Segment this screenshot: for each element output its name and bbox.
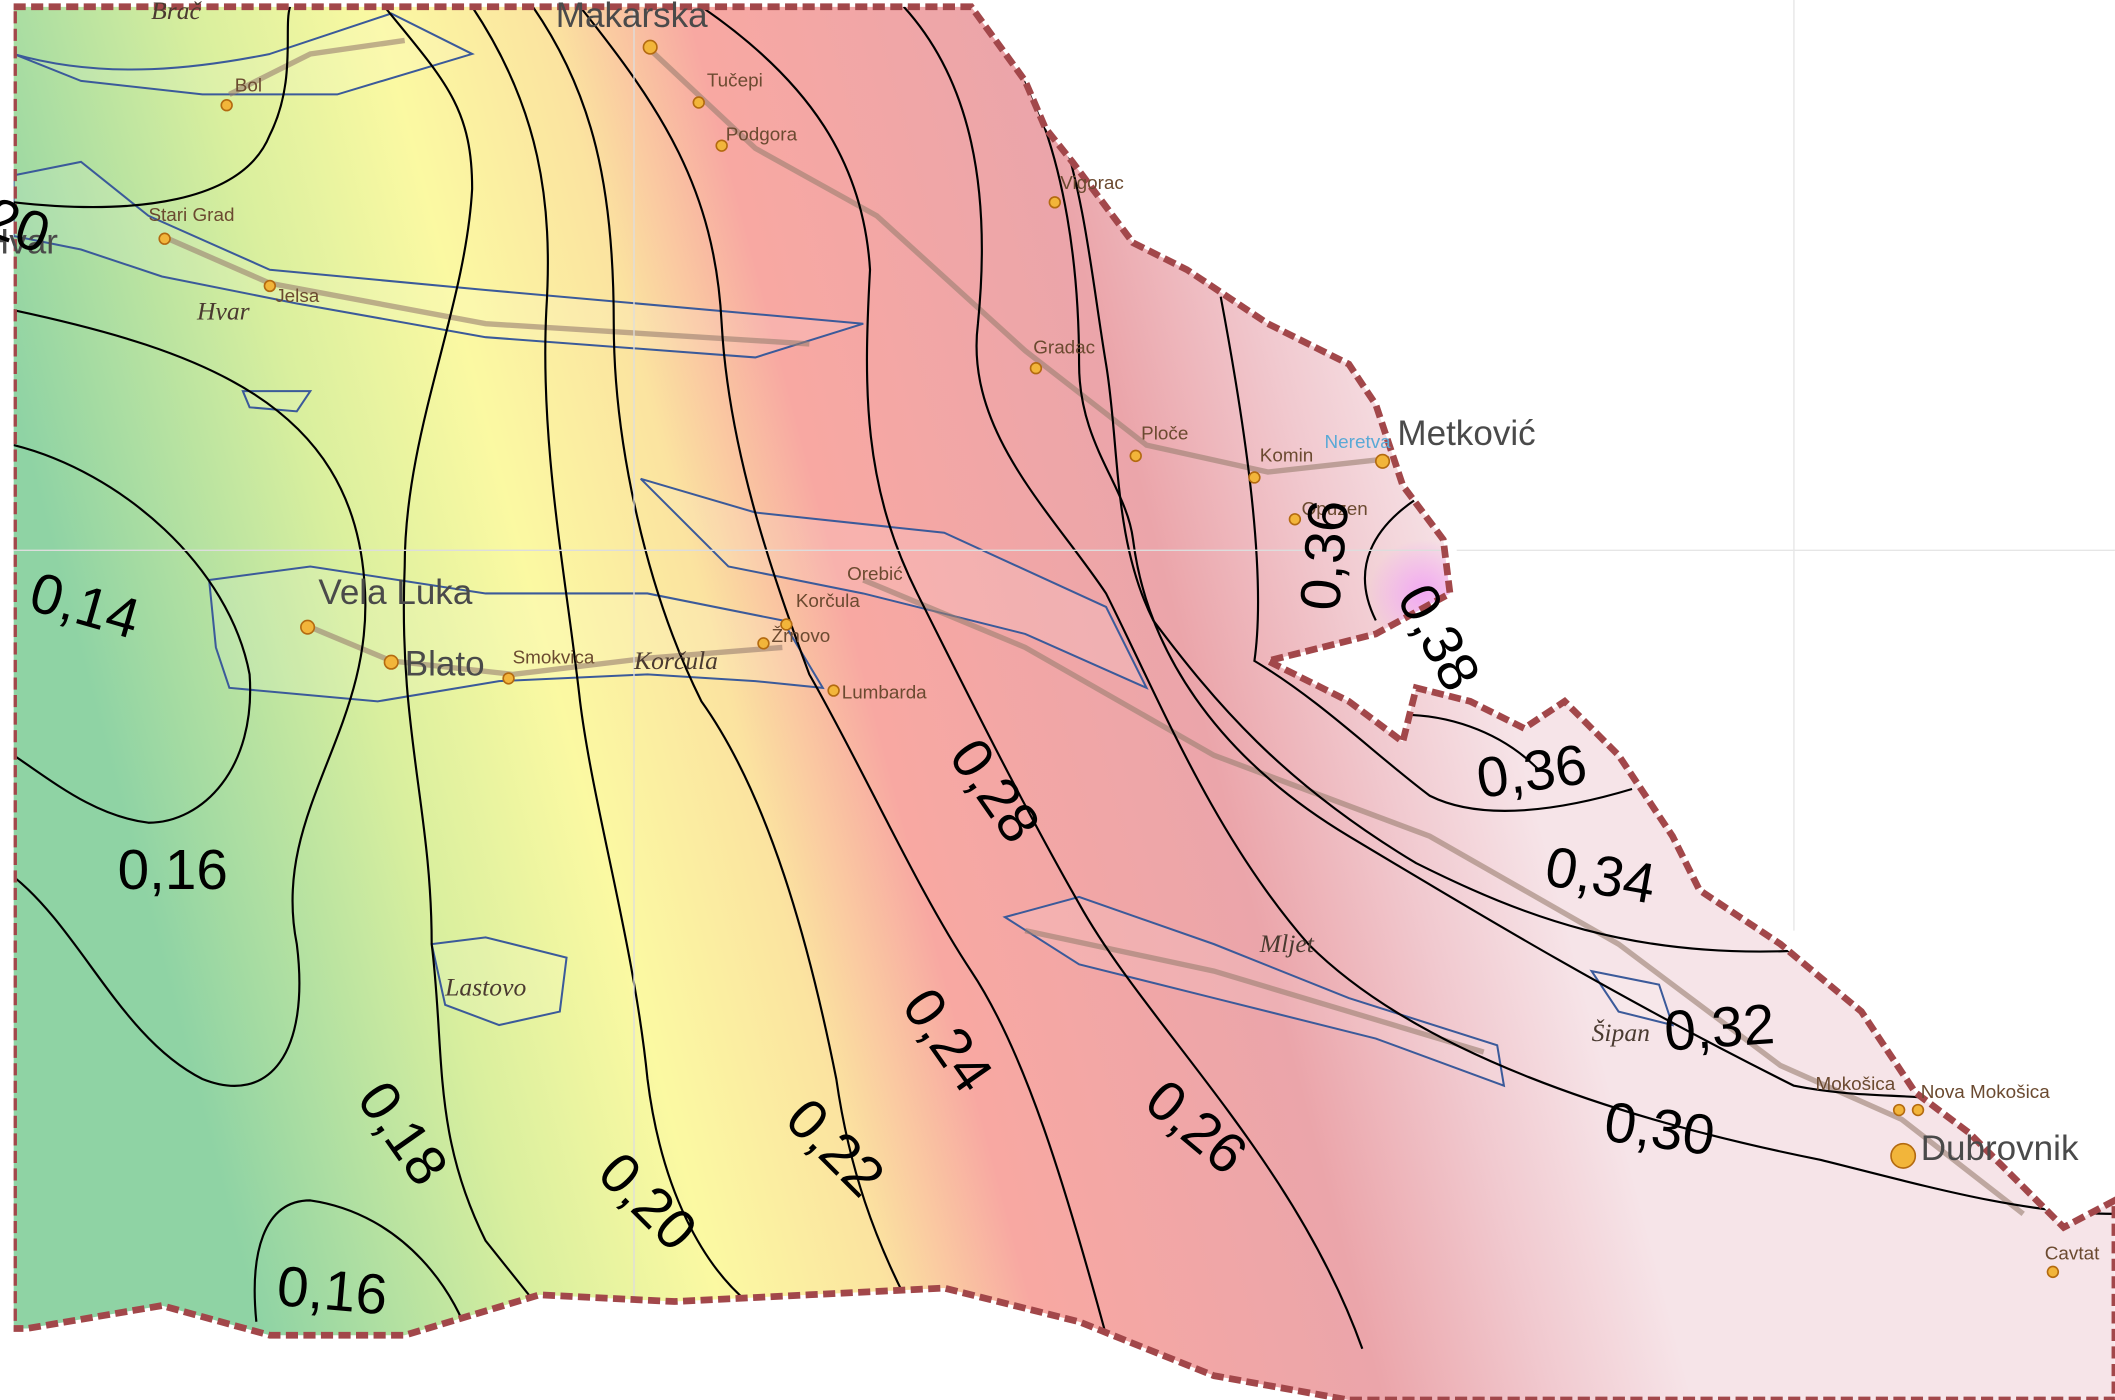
road <box>645 45 1390 475</box>
town-dot <box>1890 1142 1917 1169</box>
town-dot <box>1129 449 1142 463</box>
place-label: Korčula <box>633 646 718 675</box>
place-label: Orebić <box>847 564 903 585</box>
town-dot <box>692 96 705 109</box>
place-label: Tučepi <box>707 70 763 91</box>
town-dot <box>1911 1103 1925 1117</box>
isoline <box>13 6 292 209</box>
town-dot <box>1288 513 1302 526</box>
isolines <box>13 6 2115 1350</box>
isoline <box>1024 80 1970 1105</box>
road <box>160 233 810 347</box>
town-dot <box>1248 471 1261 484</box>
road <box>862 577 2025 1217</box>
place-label: Jelsa <box>275 286 320 307</box>
left-margin <box>0 0 14 1400</box>
town-dot <box>263 279 277 293</box>
town-dot <box>757 637 770 650</box>
place-label: Gradac <box>1033 337 1095 358</box>
place-label: Korčula <box>796 591 861 612</box>
place-label: Bol <box>235 76 262 97</box>
place-label: Hvar <box>196 297 251 326</box>
town-dot <box>1048 196 1062 209</box>
contour-label: 0,36 <box>1473 733 1591 811</box>
place-label: Mokošica <box>1815 1074 1895 1095</box>
road <box>1024 927 1485 1055</box>
place-label: Dubrovnik <box>1921 1129 2079 1168</box>
town-dot <box>300 619 316 635</box>
town-dot <box>220 98 233 112</box>
roads <box>160 37 2025 1217</box>
contour-label: 0,32 <box>1662 993 1776 1064</box>
contour-label: 0,36 <box>1289 498 1361 613</box>
place-label: Stari Grad <box>148 205 234 226</box>
place-label: Smokvica <box>513 648 595 669</box>
isoline <box>383 6 541 1309</box>
place-label: Opuzen <box>1302 499 1368 520</box>
place-label: Nova Mokošica <box>1921 1082 2051 1103</box>
place-label: Lastovo <box>444 972 526 1001</box>
island-lastovo <box>430 936 568 1027</box>
islet <box>241 390 313 413</box>
place-labels: Brač Makarska Bol Tučepi Podgora Stari G… <box>0 0 2100 1265</box>
isoline <box>531 6 905 1296</box>
town-dot <box>383 654 399 670</box>
place-label: Cavtat <box>2045 1244 2100 1265</box>
town-dot <box>2046 1265 2060 1279</box>
town-dot <box>502 672 515 685</box>
contour-label: 0,16 <box>275 1255 390 1327</box>
place-label: Šipan <box>1592 1018 1650 1047</box>
place-label: Lumbarda <box>842 683 927 704</box>
place-label: Vela Luka <box>318 573 472 612</box>
town-dot <box>1029 362 1043 375</box>
town-dot <box>1892 1103 1906 1117</box>
place-label: Metković <box>1397 414 1535 453</box>
place-label: Neretva <box>1325 432 1392 453</box>
isoline <box>253 1199 474 1350</box>
place-label: Blato <box>405 645 485 684</box>
place-label: Mljet <box>1259 929 1315 958</box>
place-label: Brač <box>151 0 202 25</box>
islands <box>13 12 1675 1088</box>
settlements <box>158 39 2060 1279</box>
island-brac <box>13 12 475 96</box>
town-dot <box>827 684 840 697</box>
road <box>228 37 406 97</box>
isoline <box>579 6 1108 1336</box>
place-label: Komin <box>1260 445 1314 466</box>
town-dot <box>1374 453 1391 469</box>
isoline <box>700 6 1364 1350</box>
place-label: Ploče <box>1141 424 1188 445</box>
place-label: Makarska <box>556 0 708 35</box>
isoline <box>1402 713 1539 770</box>
island-korcula <box>208 565 825 703</box>
isoline <box>1219 296 1633 812</box>
isoline <box>13 444 252 824</box>
town-dot <box>715 139 728 152</box>
town-dot <box>780 618 793 631</box>
place-label: Podgora <box>726 124 798 145</box>
town-dot <box>158 232 171 245</box>
isoline <box>471 6 757 1310</box>
isoline <box>902 6 2115 1215</box>
place-label: Hvar <box>0 223 58 262</box>
town-dot <box>642 39 658 55</box>
place-label: Vigorac <box>1060 173 1124 194</box>
place-label: Žrnovo <box>772 625 831 647</box>
contour-label: 0,30 <box>1601 1091 1719 1169</box>
island-hvar <box>13 160 864 359</box>
isoline <box>13 309 367 1087</box>
isoline <box>1057 121 1794 953</box>
contour-label: 0,16 <box>118 839 228 902</box>
